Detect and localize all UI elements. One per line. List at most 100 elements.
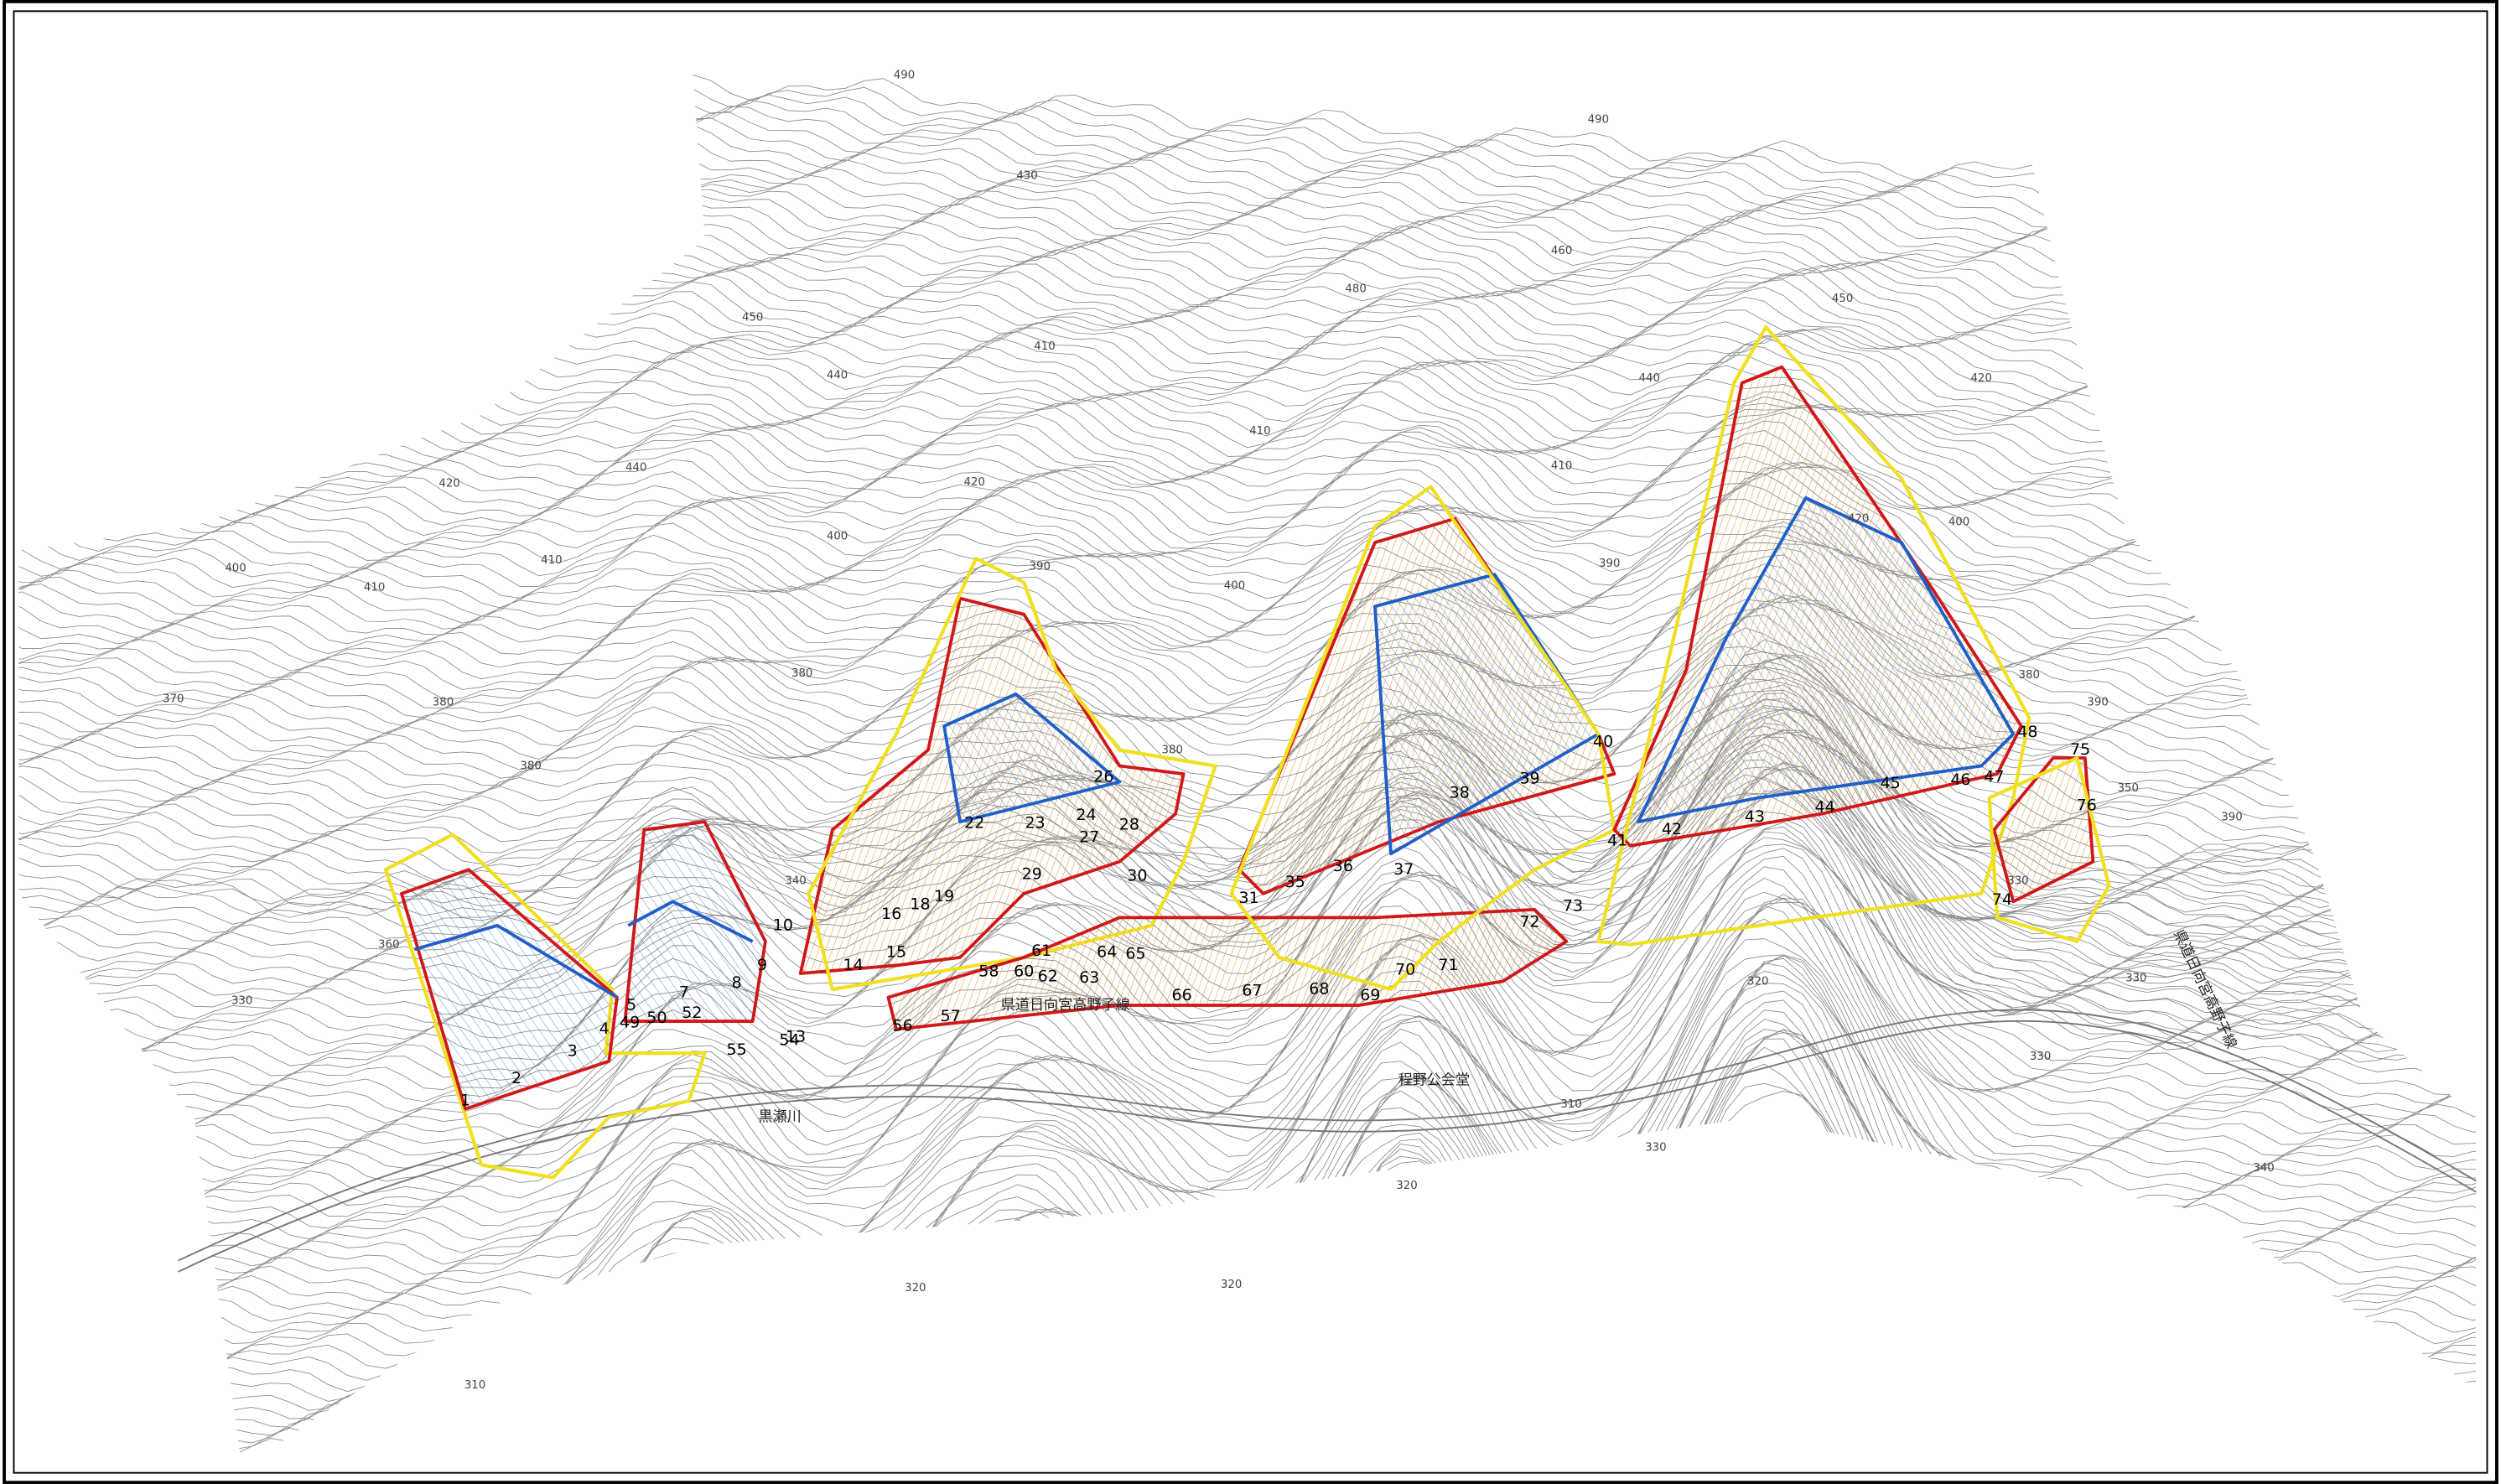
contour-line — [18, 44, 2477, 229]
contour-line — [18, 878, 2477, 1203]
contour-label: 360 — [378, 939, 399, 952]
section-label: 40 — [1593, 733, 1613, 751]
section-label: 22 — [964, 814, 984, 833]
contour-line — [18, 1046, 2477, 1446]
section-label: 28 — [1119, 815, 1139, 833]
contour-line — [18, 894, 2477, 1240]
section-label: 64 — [1097, 943, 1117, 962]
section-label: 76 — [2077, 796, 2097, 815]
contour-line — [18, 594, 2477, 807]
section-label: 23 — [1025, 814, 1045, 833]
contour-line — [18, 826, 2477, 1135]
section-label: 16 — [881, 905, 901, 923]
section-label: 14 — [843, 956, 863, 974]
contour-line — [18, 957, 2477, 1321]
section-label: 31 — [1238, 889, 1258, 907]
contour-line — [18, 383, 2477, 564]
contour-line — [18, 118, 2477, 295]
contour-label: 320 — [905, 1282, 926, 1295]
section-label: 26 — [1093, 767, 1113, 786]
contour-line — [18, 1090, 2477, 1468]
section-label: 9 — [757, 956, 767, 974]
contour-line — [18, 822, 2477, 1124]
section-label: 3 — [568, 1042, 578, 1061]
contour-line — [18, 831, 2477, 1146]
contour-line — [18, 999, 2477, 1366]
contour-line — [18, 898, 2477, 1230]
contour-line — [18, 793, 2477, 1096]
contour-label: 390 — [1599, 558, 1620, 570]
contour-line — [18, 678, 2477, 909]
contours — [18, 28, 2477, 1468]
section-label: 54 — [779, 1030, 799, 1049]
contour-line — [18, 982, 2477, 1346]
contour-label: 400 — [1948, 516, 1969, 528]
contour-line — [18, 768, 2477, 1077]
section-label: 37 — [1393, 860, 1414, 879]
contour-line — [18, 93, 2477, 283]
section-label: 70 — [1395, 961, 1415, 979]
contour-line — [18, 713, 2477, 954]
section-label: 57 — [941, 1007, 961, 1025]
section-label: 71 — [1438, 956, 1458, 974]
section-label: 27 — [1079, 828, 1099, 847]
contour-label: 340 — [2253, 1162, 2274, 1175]
contour-label: 410 — [541, 554, 562, 567]
contour-line — [18, 318, 2477, 516]
contour-line — [18, 358, 2477, 550]
contour-label: 320 — [1221, 1279, 1242, 1291]
contour-label: 420 — [964, 476, 985, 489]
contour-line — [18, 428, 2477, 625]
contour-line — [18, 260, 2477, 454]
section-label: 65 — [1125, 945, 1145, 963]
section-label: 42 — [1662, 820, 1682, 838]
contour-label: 420 — [438, 478, 459, 490]
section-label: 66 — [1172, 986, 1192, 1004]
contour-line — [18, 163, 2477, 361]
contour-line — [18, 1029, 2477, 1414]
section-label: 35 — [1285, 873, 1305, 891]
contour-label: 350 — [2118, 782, 2139, 795]
contour-line — [18, 585, 2477, 790]
section-label: 50 — [646, 1009, 667, 1027]
contour-label: 440 — [1639, 372, 1660, 385]
contour-label: 420 — [1970, 372, 1991, 385]
section-label: 47 — [1984, 767, 2004, 786]
contour-line — [18, 53, 2477, 245]
section-label: 63 — [1079, 968, 1099, 987]
contour-line — [18, 1032, 2477, 1402]
contour-line — [18, 447, 2477, 635]
contour-line — [18, 547, 2477, 734]
contour-label: 390 — [1030, 561, 1051, 573]
section-label: 72 — [1519, 913, 1539, 931]
contour-label: 380 — [520, 760, 541, 773]
contour-label: 440 — [625, 462, 646, 475]
section-label: 4 — [599, 1020, 610, 1038]
contour-label: 390 — [2087, 696, 2108, 708]
contour-label: 490 — [894, 69, 915, 81]
section-label: 2 — [511, 1069, 521, 1087]
contour-label: 420 — [1848, 513, 1869, 526]
contour-line — [18, 1038, 2477, 1436]
contour-label: 450 — [1832, 293, 1853, 305]
contour-line — [18, 279, 2477, 459]
contour-line — [18, 199, 2477, 386]
inner-frame — [13, 10, 2488, 1474]
contour-line — [18, 70, 2477, 268]
section-label: 62 — [1038, 967, 1058, 985]
contour-line — [18, 482, 2477, 680]
contour-line — [18, 1019, 2477, 1384]
contour-line — [18, 411, 2477, 611]
contour-line — [18, 404, 2477, 598]
contour-line — [18, 246, 2477, 448]
contour-line — [18, 811, 2477, 1105]
contour-line — [18, 707, 2477, 944]
section-label: 36 — [1333, 857, 1353, 875]
contour-label: 480 — [1345, 283, 1366, 295]
section-label: 29 — [1022, 864, 1042, 883]
contour-line — [18, 650, 2477, 872]
section-label: 1 — [460, 1092, 470, 1110]
